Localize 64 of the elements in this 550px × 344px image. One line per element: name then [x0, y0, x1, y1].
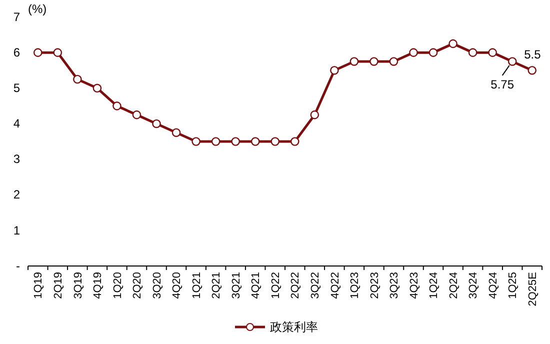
point	[270, 137, 280, 146]
y-tick-label: 4	[13, 116, 20, 131]
x-tick-label: 1Q23	[349, 272, 362, 299]
point	[192, 137, 200, 146]
x-tick-label: 1Q22	[270, 272, 282, 299]
point	[468, 48, 478, 57]
point	[528, 66, 537, 75]
point	[92, 84, 102, 93]
point	[488, 48, 497, 57]
x-tick-label: 1Q24	[428, 272, 440, 299]
y-tick-label: 1	[13, 223, 20, 238]
x-tick-label: 2Q21	[210, 272, 223, 299]
point	[428, 48, 438, 57]
x-tick-label: 1Q21	[190, 272, 203, 299]
point	[310, 110, 320, 120]
x-tick-label: 3Q20	[151, 272, 164, 299]
point	[211, 137, 220, 146]
point	[231, 137, 240, 146]
x-tick-label: 2Q25E	[526, 272, 539, 306]
point	[172, 128, 181, 138]
point	[73, 74, 82, 84]
x-tick-label: 4Q22	[329, 272, 342, 299]
x-tick-label: 4Q20	[171, 272, 184, 299]
point	[290, 137, 300, 146]
point	[53, 48, 62, 57]
y-tick-label: 7	[13, 10, 20, 24]
x-tick-label: 3Q19	[72, 272, 84, 299]
annotation: 5.5	[524, 47, 542, 62]
x-tick-label: 3Q21	[230, 272, 242, 299]
legend-label: 政策利率	[270, 320, 318, 334]
point	[409, 48, 418, 57]
point	[330, 66, 339, 75]
x-tick-label: 2Q24	[448, 272, 460, 299]
y-tick-label: -	[16, 258, 20, 273]
y-tick-label: 6	[13, 45, 20, 60]
x-tick-label: 3Q24	[468, 272, 480, 299]
x-tick-label: 4Q24	[487, 272, 500, 299]
point	[250, 137, 260, 146]
point	[370, 57, 378, 66]
y-tick-label: 3	[13, 152, 20, 166]
x-tick-label: 2Q20	[132, 272, 144, 299]
x-tick-label: 3Q23	[388, 272, 401, 299]
x-tick-label: 1Q25	[507, 272, 520, 299]
annotation: 5.75	[490, 77, 514, 92]
x-tick-label: 2Q22	[290, 272, 302, 299]
x-tick-label: 3Q22	[310, 272, 322, 299]
y-axis-title: (%)	[28, 2, 47, 16]
x-tick-label: 4Q21	[250, 272, 262, 299]
point	[350, 57, 359, 66]
y-tick-label: 5	[13, 80, 20, 95]
y-tick-label: 2	[13, 188, 20, 202]
x-tick-label: 2Q23	[368, 272, 381, 299]
x-tick-label: 1Q20	[112, 272, 124, 299]
x-tick-label: 1Q19	[32, 272, 45, 299]
point	[152, 119, 161, 128]
x-tick-label: 4Q19	[92, 272, 104, 299]
point	[132, 110, 142, 120]
point	[33, 48, 42, 57]
point	[389, 57, 398, 66]
point	[112, 102, 122, 110]
x-tick-label: 4Q23	[408, 272, 420, 299]
point	[448, 39, 458, 48]
point	[508, 57, 517, 66]
x-tick-label: 2Q19	[52, 272, 65, 299]
